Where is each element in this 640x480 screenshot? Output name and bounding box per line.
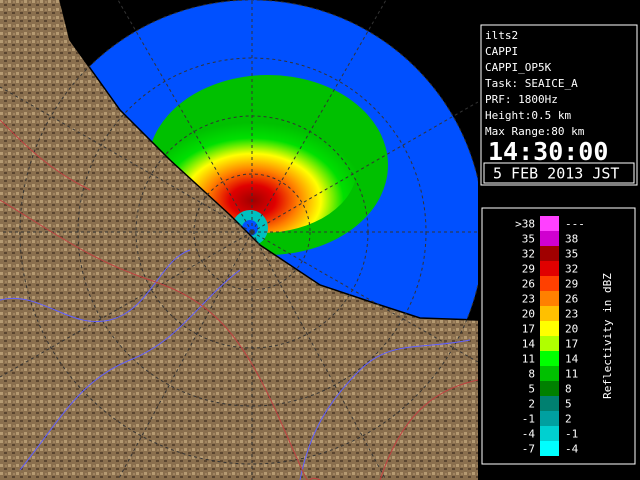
terrain	[0, 0, 478, 480]
legend-swatch	[540, 321, 559, 336]
legend-low: 23	[522, 293, 535, 306]
legend-high: 2	[565, 413, 572, 426]
legend-low: 29	[522, 263, 535, 276]
legend-swatch	[540, 381, 559, 396]
info-line: ilts2	[485, 29, 518, 42]
legend-swatch	[540, 291, 559, 306]
legend-swatch	[540, 396, 559, 411]
info-line: CAPPI_OP5K	[485, 61, 552, 74]
legend-low: 26	[522, 278, 535, 291]
legend-low: 35	[522, 233, 535, 246]
legend-low: 2	[528, 398, 535, 411]
date: 5 FEB 2013 JST	[493, 165, 619, 183]
legend-low: 5	[528, 383, 535, 396]
info-line: PRF: 1800Hz	[485, 93, 558, 106]
info-line: Task: SEAICE_A	[485, 77, 578, 90]
legend-title: Reflectivity in dBZ	[601, 273, 614, 399]
legend-high: 35	[565, 248, 578, 261]
legend-swatch	[540, 411, 559, 426]
info-line: CAPPI	[485, 45, 518, 58]
legend-high: -4	[565, 443, 579, 456]
legend-high: 26	[565, 293, 578, 306]
legend-high: 14	[565, 353, 579, 366]
legend-swatch	[540, 276, 559, 291]
info-panel	[480, 24, 638, 186]
legend-low: -1	[522, 413, 535, 426]
legend-low: 8	[528, 368, 535, 381]
legend-swatch	[540, 426, 559, 441]
legend-swatch	[540, 231, 559, 246]
legend-swatch	[540, 441, 559, 456]
date-box	[483, 162, 635, 184]
legend-high: 11	[565, 368, 578, 381]
legend-swatch	[540, 366, 559, 381]
legend-low: -4	[522, 428, 536, 441]
legend-low: 32	[522, 248, 535, 261]
legend-high: 17	[565, 338, 578, 351]
legend-high: 5	[565, 398, 572, 411]
legend-swatch	[540, 246, 559, 261]
legend-swatch	[540, 261, 559, 276]
radar-map	[0, 0, 478, 480]
legend-swatch	[540, 306, 559, 321]
rivers-boundaries	[0, 119, 478, 480]
time: 14:30:00	[488, 137, 608, 166]
legend-high: 38	[565, 233, 578, 246]
legend-low: 14	[522, 338, 536, 351]
info-line: Height:0.5 km	[485, 109, 571, 122]
legend-low: >38	[515, 218, 535, 231]
legend-high: 32	[565, 263, 578, 276]
legend-high: -1	[565, 428, 578, 441]
legend-high: 8	[565, 383, 572, 396]
legend-high: 20	[565, 323, 578, 336]
legend-low: 20	[522, 308, 535, 321]
info-line: Max Range:80 km	[485, 125, 585, 138]
legend-swatch	[540, 216, 559, 231]
legend-swatch	[540, 351, 559, 366]
radials	[0, 0, 478, 480]
legend-high: ---	[565, 218, 585, 231]
coastline	[59, 0, 478, 321]
legend-high: 29	[565, 278, 578, 291]
legend-swatch	[540, 336, 559, 351]
legend-high: 23	[565, 308, 578, 321]
legend-low: 17	[522, 323, 535, 336]
legend-low: -7	[522, 443, 535, 456]
legend-low: 11	[522, 353, 535, 366]
